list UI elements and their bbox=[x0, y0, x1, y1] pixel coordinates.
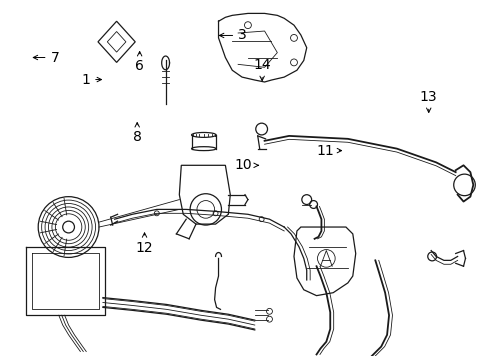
Text: 9: 9 bbox=[0, 359, 1, 360]
Text: 6: 6 bbox=[135, 51, 144, 73]
Text: 12: 12 bbox=[136, 233, 153, 255]
Text: 13: 13 bbox=[419, 90, 437, 112]
Text: 5: 5 bbox=[0, 359, 1, 360]
Text: 8: 8 bbox=[132, 123, 142, 144]
Text: 10: 10 bbox=[234, 158, 258, 172]
Text: 7: 7 bbox=[33, 50, 59, 64]
Text: 14: 14 bbox=[253, 58, 270, 81]
Text: 4: 4 bbox=[0, 359, 1, 360]
Text: 3: 3 bbox=[219, 28, 246, 42]
Text: 11: 11 bbox=[315, 144, 341, 158]
Text: 1: 1 bbox=[81, 73, 102, 86]
Text: 2: 2 bbox=[0, 359, 1, 360]
